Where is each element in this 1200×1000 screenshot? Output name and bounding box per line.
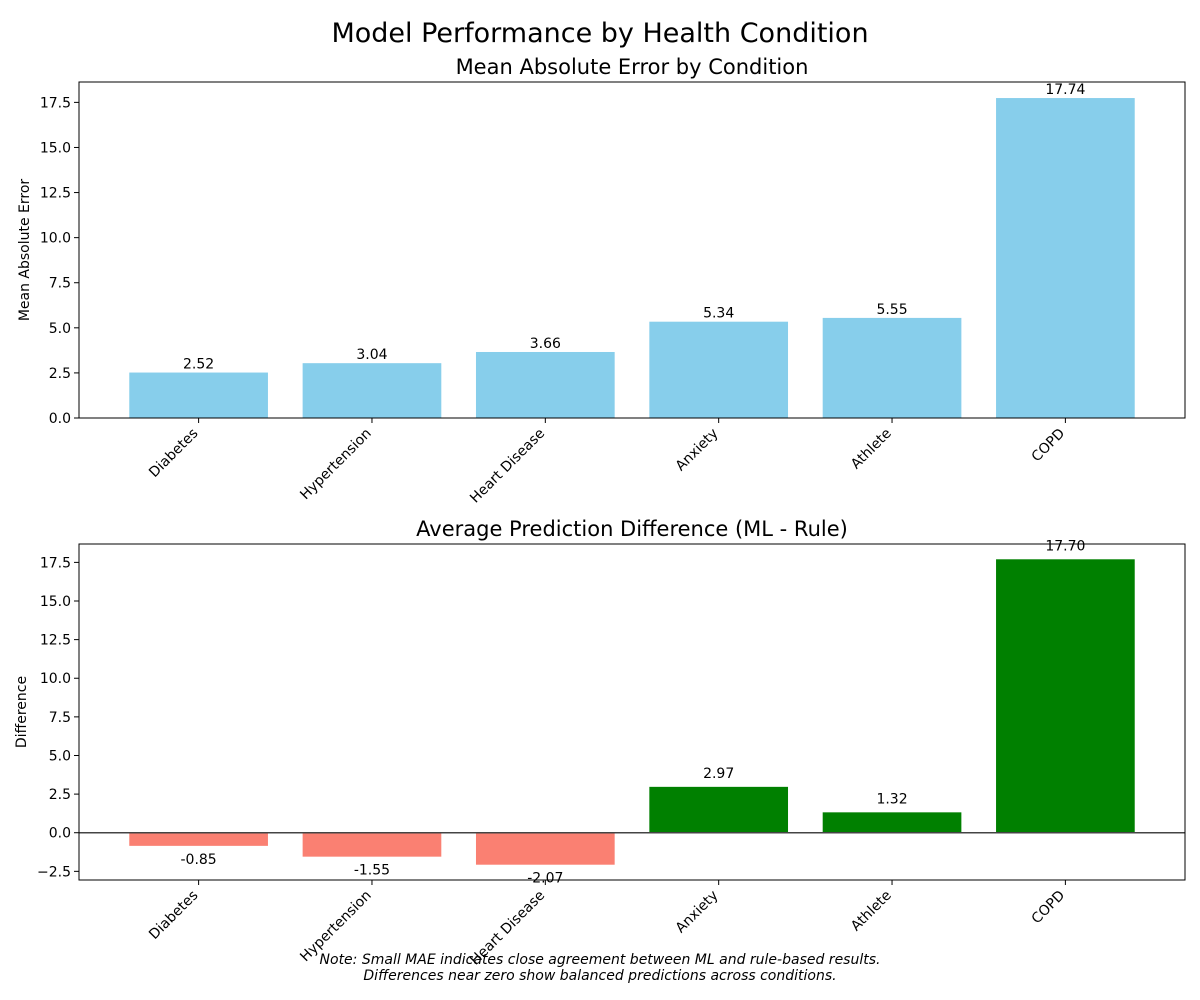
bar-heart-disease [475,832,615,865]
panel-difference: Average Prediction Difference (ML - Rule… [14,517,1186,968]
x-tick-label-anxiety: Anxiety [673,426,722,475]
panel-title: Mean Absolute Error by Condition [456,55,809,79]
x-tick-label-hypertension: Hypertension [297,426,375,504]
x-tick-label-diabetes: Diabetes [146,888,201,943]
x-tick-label-athlete: Athlete [848,888,895,935]
bar-diabetes [129,372,268,418]
bar-anxiety [649,321,789,418]
y-tick-label: 5.0 [49,748,71,764]
value-label-diabetes: -0.85 [180,852,216,868]
value-label-anxiety: 2.97 [703,766,734,782]
bar-heart-disease [475,351,615,418]
x-tick-label-copd: COPD [1029,888,1069,928]
bar-hypertension [302,832,442,857]
value-label-anxiety: 5.34 [703,306,734,322]
panel-mae: Mean Absolute Error by Condition Mean Abs… [17,55,1186,507]
y-tick-label: 12.5 [40,633,71,649]
y-tick-label: 0.0 [49,411,71,427]
y-tick-label: 7.5 [49,710,71,726]
y-tick-label: 12.5 [40,186,71,202]
figure-note-line-2: Differences near zero show balanced pred… [363,968,836,984]
bar-diabetes [129,832,268,846]
y-tick-label: 2.5 [49,787,71,803]
bar-copd [996,98,1135,419]
bar-athlete [822,317,962,418]
x-tick-label-copd: COPD [1029,426,1069,466]
y-axis-label: Mean Absolute Error [17,179,33,322]
figure-title: Model Performance by Health Condition [331,18,868,49]
y-tick-label: 17.5 [40,95,71,111]
y-tick-label: 2.5 [49,366,71,382]
y-tick-label: 15.0 [40,140,71,156]
x-tick-label-anxiety: Anxiety [673,888,722,937]
value-label-copd: 17.70 [1045,538,1085,554]
y-tick-label: 17.5 [40,555,71,571]
bar-anxiety [649,786,789,833]
y-tick-label: 7.5 [49,276,71,292]
panel-title: Average Prediction Difference (ML - Rule… [416,517,848,541]
value-label-hypertension: -1.55 [354,863,390,879]
x-tick-label-heart-disease: Heart Disease [467,426,548,507]
value-label-athlete: 5.55 [876,302,907,318]
value-label-heart-disease: -2.07 [527,871,563,887]
y-tick-label: −2.5 [37,864,71,880]
x-tick-label-diabetes: Diabetes [146,426,201,481]
plot-frame [78,81,1186,419]
value-label-diabetes: 2.52 [183,357,214,373]
y-tick-label: 10.0 [40,231,71,247]
value-label-heart-disease: 3.66 [530,336,561,352]
x-tick-label-athlete: Athlete [848,426,895,473]
value-label-copd: 17.74 [1045,82,1085,98]
y-tick-label: 15.0 [40,594,71,610]
y-tick-label: 10.0 [40,671,71,687]
value-label-hypertension: 3.04 [356,347,387,363]
bar-copd [996,559,1135,833]
figure-note-line-1: Note: Small MAE indicates close agreemen… [320,952,881,968]
bar-athlete [822,812,962,833]
y-tick-label: 5.0 [49,321,71,337]
plot-frame [78,543,1186,881]
value-label-athlete: 1.32 [876,791,907,807]
y-tick-label: 0.0 [49,826,71,842]
bar-hypertension [302,363,442,418]
y-axis-label: Difference [14,676,30,748]
